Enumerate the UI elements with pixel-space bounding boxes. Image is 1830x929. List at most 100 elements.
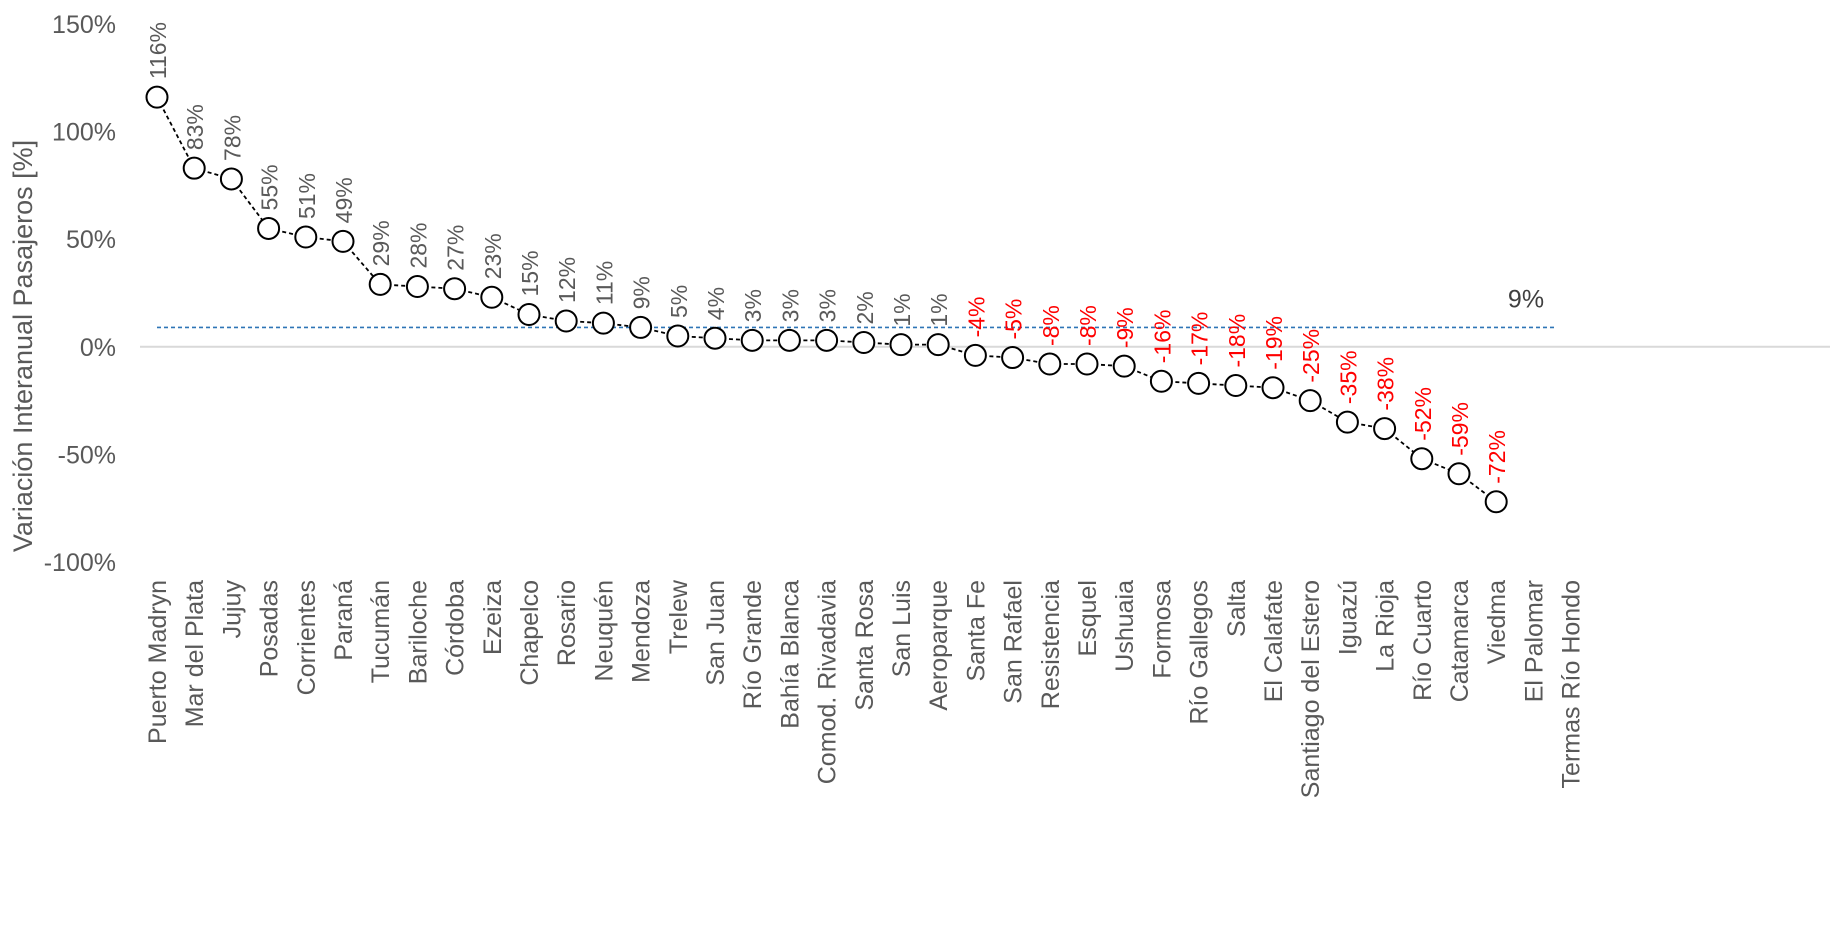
x-tick-label: Trelew xyxy=(665,579,693,654)
x-tick-label: San Luis xyxy=(888,580,916,677)
data-label: 2% xyxy=(852,291,878,324)
data-point xyxy=(1038,352,1062,376)
x-tick-label: Neuquén xyxy=(590,580,618,681)
data-label: -4% xyxy=(963,297,989,338)
data-point xyxy=(629,315,653,339)
data-point xyxy=(740,328,764,352)
data-point xyxy=(1187,371,1211,395)
data-label: -9% xyxy=(1112,307,1138,348)
x-tick-label: Bahía Blanca xyxy=(776,580,804,729)
data-label: 116% xyxy=(145,22,171,79)
y-axis-label: Variación Interanual Pasajeros [%] xyxy=(8,140,38,552)
data-label: -35% xyxy=(1335,350,1361,404)
x-tick-label: Córdoba xyxy=(442,580,470,676)
data-label: 49% xyxy=(331,177,357,223)
data-label: -19% xyxy=(1261,316,1287,370)
data-point xyxy=(1410,447,1434,471)
data-label: 23% xyxy=(480,233,506,279)
data-point xyxy=(1261,376,1285,400)
data-label: -38% xyxy=(1373,357,1399,411)
data-point xyxy=(1224,374,1248,398)
x-tick-label: El Calafate xyxy=(1260,580,1288,702)
data-label: 3% xyxy=(740,289,766,322)
data-label: -18% xyxy=(1224,314,1250,368)
data-label: 3% xyxy=(815,289,841,322)
data-label: -16% xyxy=(1149,310,1175,364)
x-tick-label: Río Gallegos xyxy=(1186,580,1214,725)
x-tick-label: Mar del Plata xyxy=(181,580,209,727)
x-tick-label: Paraná xyxy=(330,580,358,661)
data-point xyxy=(889,333,913,357)
data-label: -5% xyxy=(1001,299,1027,340)
data-point xyxy=(517,303,541,327)
x-tick-label: Santa Rosa xyxy=(851,580,879,711)
data-point xyxy=(1001,346,1025,370)
data-point xyxy=(1373,417,1397,441)
reference-line-label: 9% xyxy=(1508,285,1544,313)
data-label: 1% xyxy=(889,293,915,326)
data-point xyxy=(405,275,429,299)
x-tick-label: Chapelco xyxy=(516,580,544,686)
x-tick-label: Formosa xyxy=(1148,580,1176,679)
x-tick-label: Salta xyxy=(1223,580,1251,637)
data-point xyxy=(703,326,727,350)
data-label: 15% xyxy=(517,250,543,296)
data-point xyxy=(963,343,987,367)
data-label: 11% xyxy=(591,261,617,305)
x-tick-label: Río Grande xyxy=(739,580,767,709)
y-tick-label: 100% xyxy=(52,119,116,147)
data-label: 55% xyxy=(257,164,283,210)
x-tick-label: San Juan xyxy=(702,580,730,686)
y-tick-label: -50% xyxy=(58,441,116,469)
y-tick-label: 150% xyxy=(52,11,116,39)
x-tick-label: Santiago del Estero xyxy=(1297,580,1325,798)
data-point xyxy=(852,330,876,354)
x-tick-label: Río Cuarto xyxy=(1409,580,1437,701)
data-point xyxy=(666,324,690,348)
data-label: 3% xyxy=(777,289,803,322)
x-tick-label: Catamarca xyxy=(1446,580,1474,702)
y-tick-label: -100% xyxy=(44,549,116,577)
data-label: -72% xyxy=(1484,430,1510,484)
data-point xyxy=(443,277,467,301)
data-point xyxy=(480,285,504,309)
data-label: -8% xyxy=(1038,305,1064,346)
x-tick-label: Ushuaia xyxy=(1111,580,1139,672)
data-label: 78% xyxy=(219,115,245,161)
x-tick-label: Puerto Madryn xyxy=(144,580,172,744)
x-tick-label: Mendoza xyxy=(628,580,656,683)
x-tick-label: Santa Fe xyxy=(962,580,990,681)
x-tick-label: Ezeiza xyxy=(479,580,507,655)
data-point xyxy=(1298,389,1322,413)
x-tick-label: Aeroparque xyxy=(925,580,953,711)
x-tick-label: Tucumán xyxy=(367,580,395,683)
data-point xyxy=(815,328,839,352)
data-label: 27% xyxy=(443,225,469,271)
data-label: 51% xyxy=(294,173,320,219)
data-point xyxy=(1112,354,1136,378)
x-tick-label: Iguazú xyxy=(1334,580,1362,655)
data-label: 83% xyxy=(182,104,208,150)
data-label: 12% xyxy=(554,257,580,303)
data-point xyxy=(591,311,615,335)
x-tick-label: San Rafael xyxy=(1000,580,1028,704)
data-point xyxy=(1335,410,1359,434)
data-point xyxy=(554,309,578,333)
x-tick-label: Comod. Rivadavia xyxy=(814,580,842,784)
series-line-segment xyxy=(156,96,195,169)
y-tick-label: 50% xyxy=(66,226,116,254)
data-point xyxy=(219,167,243,191)
data-label: 5% xyxy=(666,285,692,318)
data-point xyxy=(145,85,169,109)
data-label: 28% xyxy=(405,222,431,268)
data-label: -59% xyxy=(1447,402,1473,456)
x-tick-label: Viedma xyxy=(1483,580,1511,664)
x-tick-label: Rosario xyxy=(553,580,581,666)
x-tick-label: Posadas xyxy=(256,580,284,677)
x-tick-label: Jujuy xyxy=(218,580,246,639)
data-point xyxy=(926,333,950,357)
data-point xyxy=(1484,490,1508,514)
data-label: 29% xyxy=(368,220,394,266)
data-point xyxy=(1075,352,1099,376)
